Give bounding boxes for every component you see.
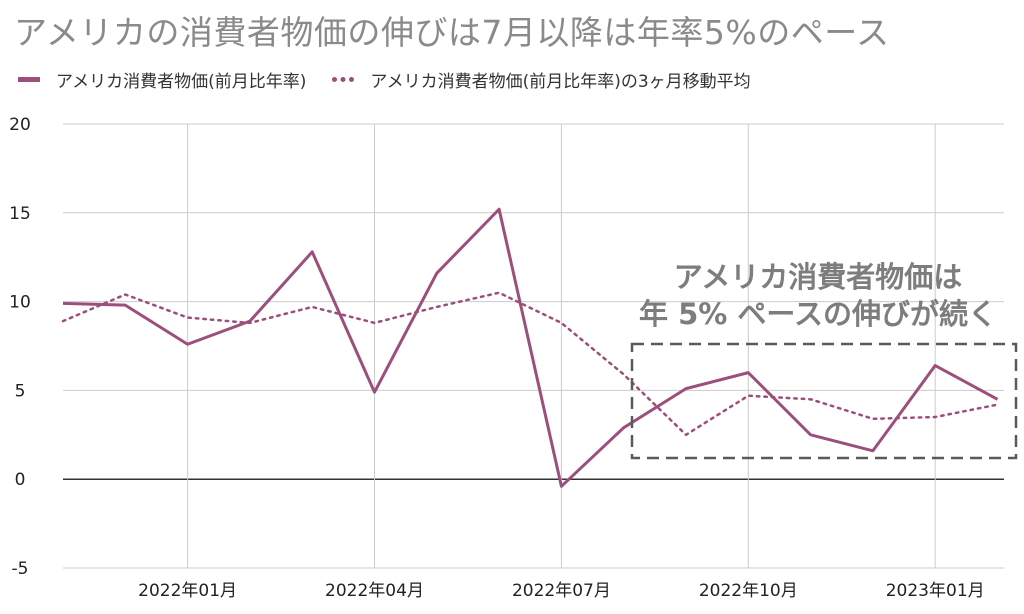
legend-swatch-solid <box>18 76 40 82</box>
annotation-line-1: アメリカ消費者物価は <box>674 260 963 294</box>
x-tick-label: 2023年01月 <box>886 581 985 601</box>
y-tick-label: -5 <box>12 559 29 579</box>
legend: アメリカ消費者物価(前月比年率) アメリカ消費者物価(前月比年率)の3ヶ月移動平… <box>18 66 777 92</box>
annotation: アメリカ消費者物価は 年 5% ペースの伸びが続く <box>630 260 1018 460</box>
gridlines <box>63 123 1004 569</box>
annotation-box <box>630 342 1018 460</box>
y-tick-label: 15 <box>9 204 31 224</box>
x-tick-label: 2022年04月 <box>325 581 424 601</box>
legend-label-monthly: アメリカ消費者物価(前月比年率) <box>56 71 307 92</box>
series-line-monthly <box>62 207 999 488</box>
legend-item-moving-average: アメリカ消費者物価(前月比年率)の3ヶ月移動平均 <box>332 67 751 92</box>
series-lines <box>61 207 999 488</box>
axis-ticks: 20 15 10 5 0 -5 2022年01月 2022年04月 2022年07月 2022年1… <box>9 115 984 601</box>
x-tick-label: 2022年01月 <box>138 581 237 601</box>
y-tick-label: 20 <box>9 115 31 135</box>
x-tick-label: 2022年07月 <box>512 581 611 601</box>
legend-label-moving-average: アメリカ消費者物価(前月比年率)の3ヶ月移動平均 <box>370 71 751 92</box>
series-line-moving-average <box>61 291 999 437</box>
annotation-line-2: 年 5% ペースの伸びが続く <box>639 297 997 331</box>
legend-item-monthly: アメリカ消費者物価(前月比年率) <box>18 67 306 92</box>
legend-swatch-dotted <box>332 76 355 82</box>
y-tick-label: 10 <box>9 293 31 313</box>
y-tick-label: 0 <box>15 470 26 490</box>
chart-title: アメリカの消費者物価の伸びは7月以降は年率5%のペース <box>14 13 890 52</box>
y-tick-label: 5 <box>15 381 26 401</box>
x-tick-label: 2022年10月 <box>699 581 798 601</box>
